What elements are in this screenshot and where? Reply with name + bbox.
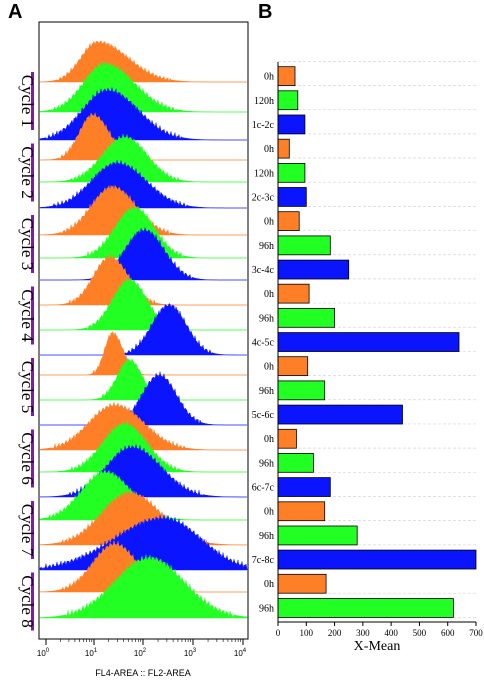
bar-22 bbox=[277, 573, 327, 594]
bar-21 bbox=[277, 549, 477, 570]
histogram-orange-1 bbox=[39, 40, 247, 83]
bar-14 bbox=[277, 380, 326, 401]
a-tick-label: 104 bbox=[234, 648, 247, 658]
a-tick-label: 100 bbox=[37, 648, 50, 658]
bar-chart-tick-label: 300 bbox=[356, 628, 370, 638]
a-tick-label: 102 bbox=[134, 648, 147, 658]
bar-20 bbox=[277, 525, 358, 546]
cycle-marker-5 bbox=[31, 358, 34, 416]
bar-9 bbox=[277, 259, 350, 280]
cycle-label-3: Cycle 3 bbox=[18, 218, 37, 270]
bar-category-label: 96h bbox=[259, 313, 274, 324]
bar-4 bbox=[277, 138, 290, 159]
bar-category-label: 0h bbox=[264, 72, 274, 83]
bar-chart-xlabel: X-Mean bbox=[354, 639, 401, 654]
histogram-green-11 bbox=[40, 276, 247, 331]
histogram-green-5 bbox=[40, 133, 247, 183]
bar-category-label: 96h bbox=[259, 458, 274, 469]
bar-10 bbox=[277, 283, 310, 304]
histogram-green-17 bbox=[40, 420, 247, 473]
bar-chart-tick-label: 500 bbox=[413, 628, 427, 638]
bar-1 bbox=[277, 66, 296, 86]
cycle-marker-3 bbox=[31, 215, 34, 273]
bar-chart-tick-label: 600 bbox=[441, 628, 455, 638]
bar-chart-tick-label: 700 bbox=[469, 628, 483, 638]
bar-19 bbox=[277, 501, 326, 522]
bar-chart-panel: 0h 120h 1c-2c 0h 120h 2c-3c 0h 96h 3c-4c 0h 96h 4c-… bbox=[252, 60, 483, 654]
histogram-green-23 bbox=[39, 554, 248, 619]
cycle-label-4: Cycle 4 bbox=[18, 289, 37, 342]
panel-b-letter: B bbox=[258, 1, 272, 23]
bar-13 bbox=[277, 356, 309, 377]
histogram-orange-20 bbox=[39, 489, 248, 546]
bar-category-label: 120h bbox=[254, 96, 274, 107]
bar-category-label: 0h bbox=[264, 289, 274, 300]
histogram-blue-6 bbox=[39, 160, 247, 209]
bar-category-label: 4c-5c bbox=[252, 338, 275, 349]
cycle-label-5: Cycle 5 bbox=[18, 361, 37, 413]
cycle-label-6: Cycle 6 bbox=[18, 432, 37, 484]
bar-3 bbox=[277, 114, 306, 135]
bar-16 bbox=[277, 428, 297, 449]
bar-8 bbox=[277, 235, 331, 256]
bar-category-label: 120h bbox=[254, 168, 274, 179]
bar-7 bbox=[277, 211, 300, 231]
bar-category-label: 0h bbox=[264, 144, 274, 155]
histogram-blue-15 bbox=[40, 371, 247, 426]
bar-category-label: 96h bbox=[259, 603, 274, 614]
bar-category-label: 5c-6c bbox=[252, 410, 275, 421]
panel-a-letter: A bbox=[8, 1, 22, 23]
bar-chart-tick-label: 100 bbox=[300, 628, 314, 638]
bar-category-label: 3c-4c bbox=[252, 265, 275, 276]
cycle-label-7: Cycle 7 bbox=[18, 504, 37, 557]
bar-5 bbox=[277, 162, 306, 183]
bar-12 bbox=[277, 332, 460, 352]
bar-15 bbox=[277, 404, 403, 425]
histogram-panel: Cycle 1 Cycle 2 Cycle 3 Cycle 4 Cycle 5 Cycle… bbox=[18, 21, 249, 678]
bar-18 bbox=[277, 477, 331, 497]
bar-category-label: 96h bbox=[259, 241, 274, 252]
bar-chart-tick-label: 400 bbox=[384, 628, 398, 638]
bar-category-label: 96h bbox=[259, 531, 274, 542]
cycle-label-2: Cycle 2 bbox=[18, 146, 37, 198]
bar-category-label: 96h bbox=[259, 386, 274, 397]
bar-11 bbox=[277, 307, 335, 328]
cycle-label-8: Cycle 8 bbox=[18, 575, 37, 627]
bar-23 bbox=[277, 598, 454, 618]
cycle-marker-7 bbox=[31, 501, 34, 559]
bar-category-label: 2c-3c bbox=[252, 192, 275, 203]
bar-category-label: 0h bbox=[264, 362, 274, 373]
a-tick-label: 103 bbox=[184, 648, 197, 658]
bar-category-label: 7c-8c bbox=[252, 555, 275, 566]
a-tick-label: 101 bbox=[85, 648, 98, 658]
bar-category-label: 6c-7c bbox=[252, 483, 275, 494]
bar-chart-tick-label: 200 bbox=[328, 628, 342, 638]
bar-6 bbox=[277, 187, 307, 207]
histogram-blue-12 bbox=[40, 303, 247, 356]
bar-chart-tick-label: 0 bbox=[276, 628, 281, 638]
bar-category-label: 0h bbox=[264, 217, 274, 228]
histogram-orange-16 bbox=[39, 401, 247, 451]
panel-a-xlabel: FL4-AREA :: FL2-AREA bbox=[95, 668, 191, 678]
histogram-green-14 bbox=[40, 357, 247, 401]
bar-2 bbox=[277, 90, 299, 111]
cycle-marker-6 bbox=[31, 429, 34, 488]
cycle-marker-8 bbox=[31, 572, 34, 631]
histogram-blue-21 bbox=[39, 514, 248, 571]
histogram-blue-9 bbox=[40, 226, 247, 281]
bar-17 bbox=[277, 452, 314, 473]
cycle-marker-2 bbox=[31, 143, 34, 202]
cycle-marker-1 bbox=[31, 72, 34, 130]
bar-category-label: 1c-2c bbox=[252, 120, 275, 131]
bar-category-label: 0h bbox=[264, 579, 274, 590]
bar-category-label: 0h bbox=[264, 507, 274, 518]
histogram-orange-13 bbox=[40, 330, 247, 376]
histogram-green-2 bbox=[39, 61, 247, 113]
bar-category-label: 0h bbox=[264, 434, 274, 445]
cycle-marker-4 bbox=[31, 286, 34, 345]
cycle-label-1: Cycle 1 bbox=[18, 75, 37, 127]
